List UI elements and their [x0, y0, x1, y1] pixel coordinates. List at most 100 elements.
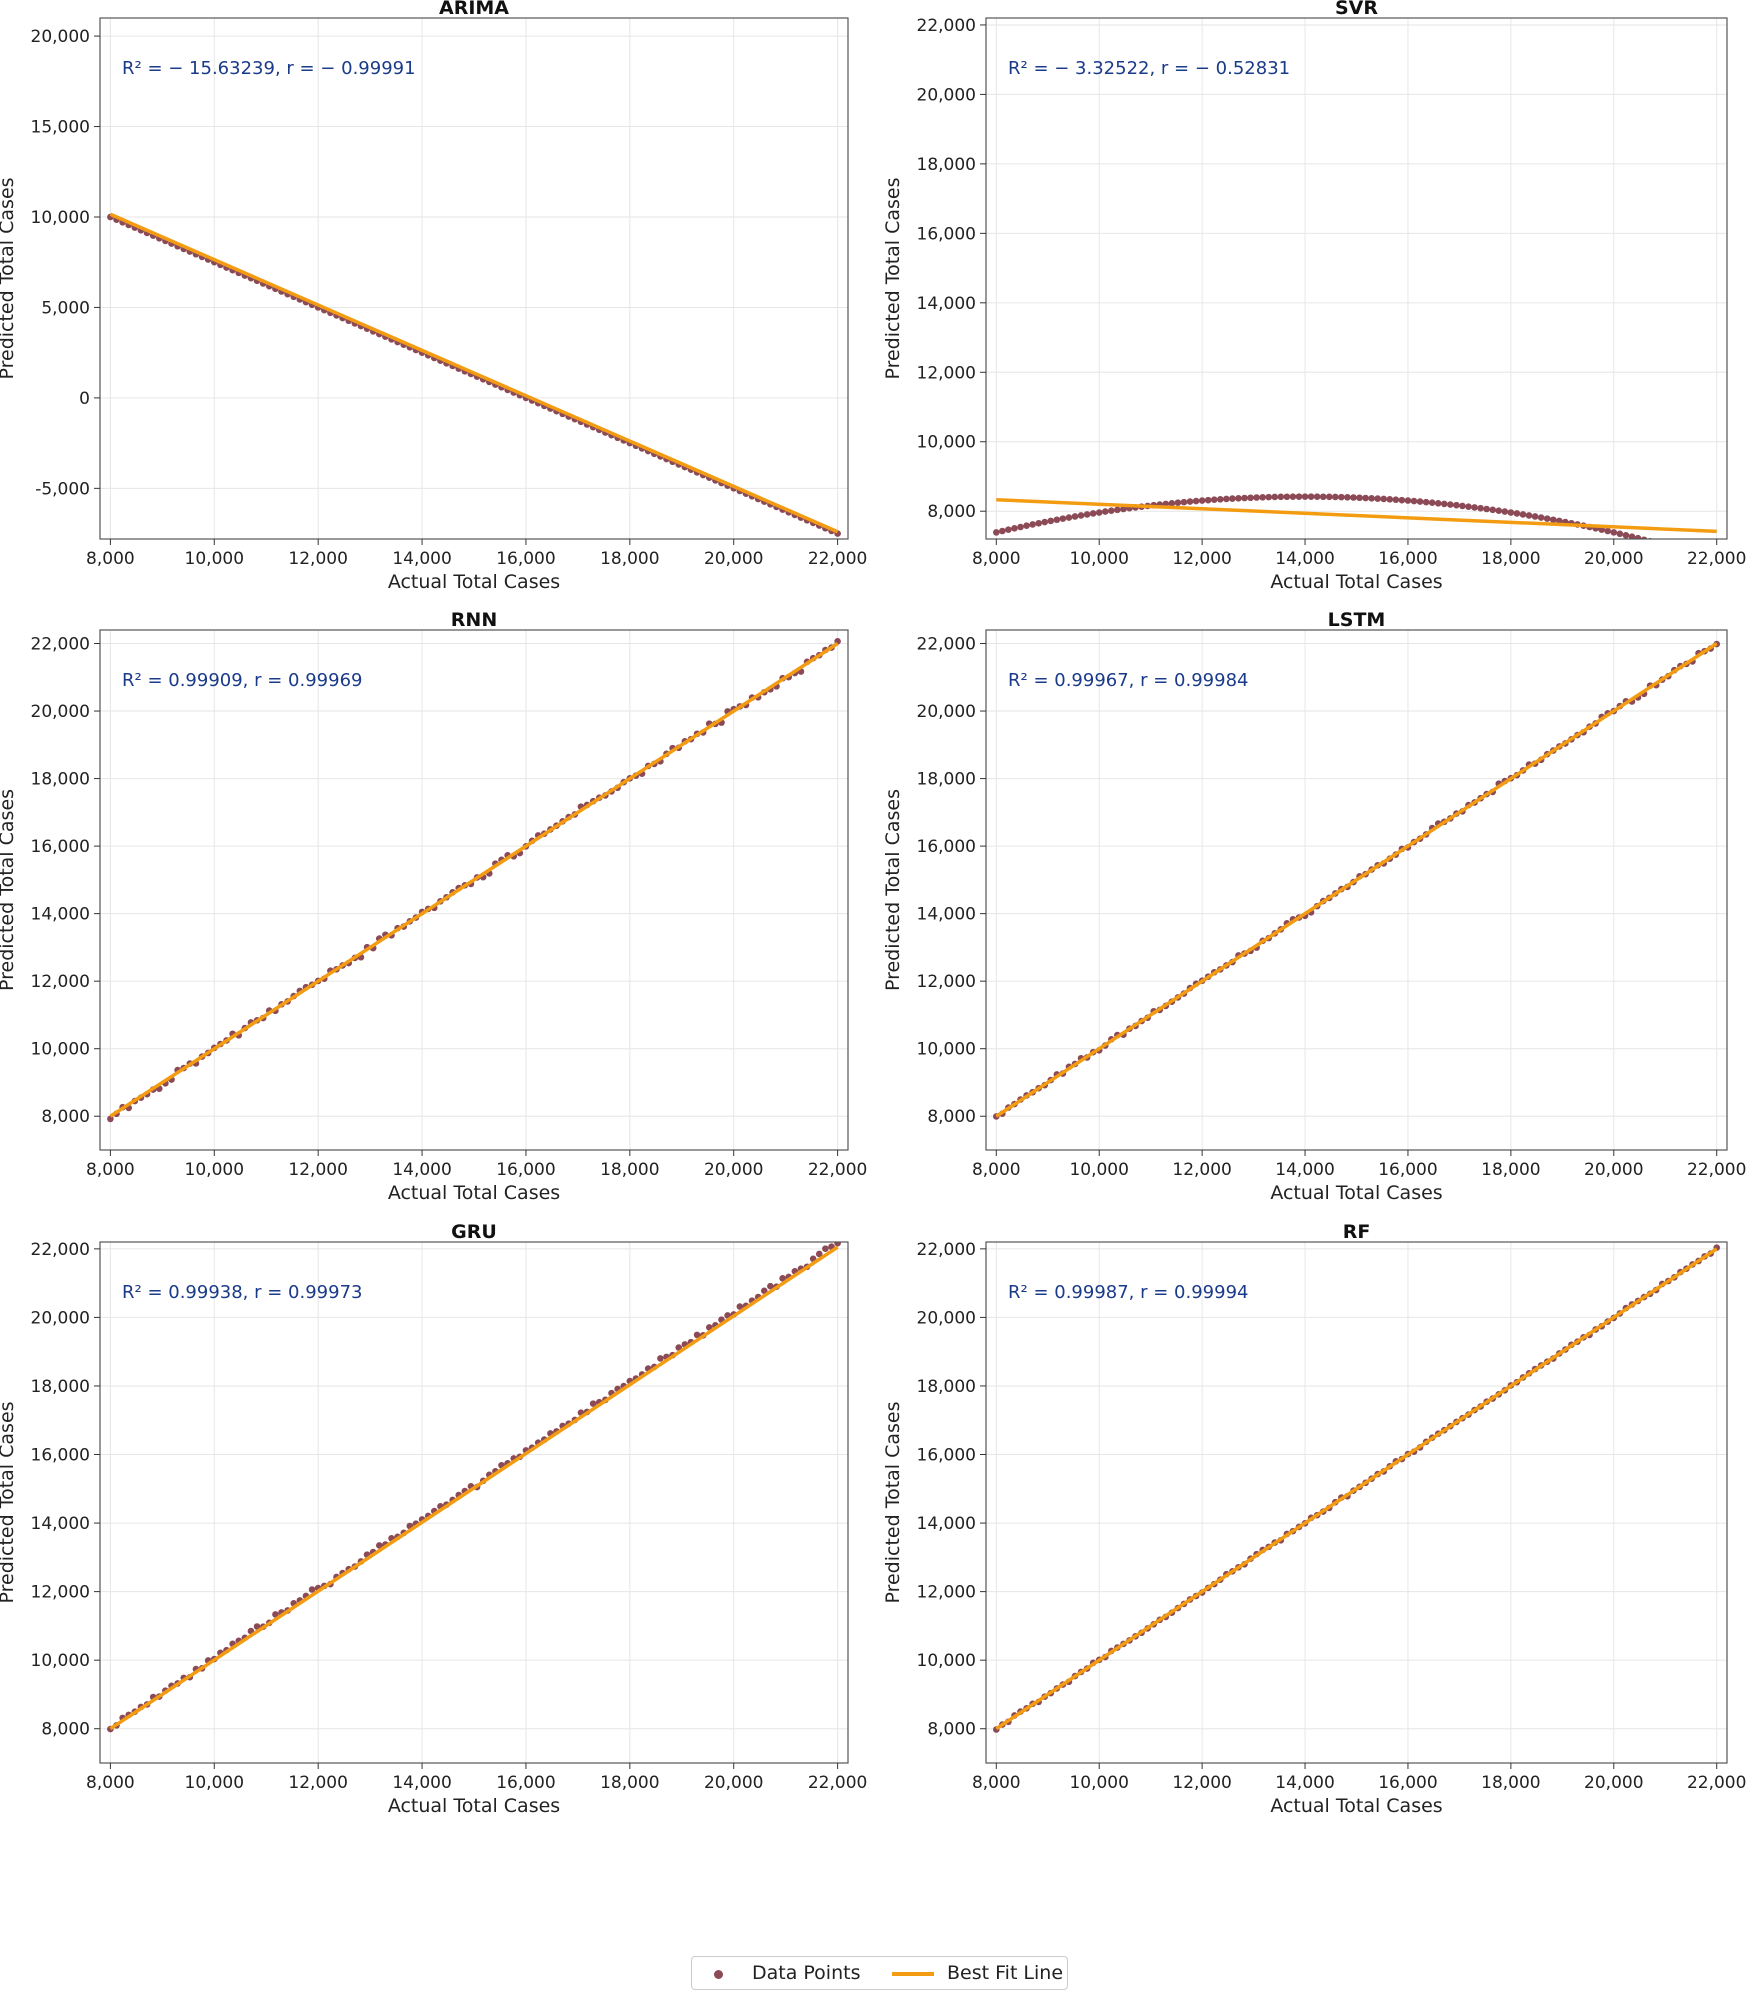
x-tick-label: 20,000 — [1584, 1773, 1643, 1793]
x-tick-label: 18,000 — [1481, 1160, 1540, 1180]
y-tick-label: 12,000 — [917, 972, 976, 992]
data-point — [1241, 494, 1248, 502]
y-tick-label: 18,000 — [31, 1377, 90, 1397]
data-point — [1471, 504, 1478, 511]
x-tick-label: 16,000 — [496, 1773, 555, 1793]
x-tick-label: 16,000 — [496, 1160, 555, 1180]
y-tick-label: 16,000 — [917, 837, 976, 857]
data-point — [1265, 493, 1273, 501]
x-tick-label: 22,000 — [1687, 549, 1746, 569]
data-point — [1325, 493, 1333, 501]
x-tick-label: 8,000 — [972, 549, 1021, 569]
data-point — [1198, 497, 1206, 504]
axes-frame — [99, 629, 849, 1151]
legend-points-marker — [714, 1970, 723, 1979]
data-point — [1071, 513, 1079, 520]
data-point — [1622, 531, 1630, 539]
data-points — [992, 493, 1666, 548]
data-point — [1277, 493, 1285, 501]
data-point — [1120, 505, 1127, 513]
y-tick-label: -5,000 — [35, 479, 90, 499]
x-tick-label: 12,000 — [1172, 549, 1231, 569]
axes-frame — [99, 17, 849, 540]
data-point — [375, 1542, 383, 1549]
data-point — [760, 1287, 768, 1295]
x-tick-label: 20,000 — [1584, 549, 1643, 569]
data-point — [1543, 515, 1551, 522]
data-point — [1386, 496, 1394, 503]
data-point — [693, 1331, 701, 1339]
y-axis-label: Predicted Total Cases — [882, 789, 904, 991]
metrics-annotation: R² = 0.99909, r = 0.99969 — [122, 670, 363, 691]
panel-title: LSTM — [1328, 609, 1386, 631]
data-point — [1005, 526, 1012, 533]
y-axis-label: Predicted Total Cases — [882, 177, 904, 379]
data-point — [589, 1400, 597, 1407]
data-point — [1404, 497, 1412, 504]
data-point — [1410, 497, 1418, 505]
data-point — [736, 1303, 744, 1310]
data-point — [1659, 541, 1666, 548]
y-tick-label: 14,000 — [917, 1514, 976, 1534]
x-tick-label: 18,000 — [600, 1773, 659, 1793]
data-point — [1041, 518, 1049, 526]
y-tick-label: 10,000 — [917, 1651, 976, 1671]
x-tick-label: 16,000 — [496, 549, 555, 569]
data-point — [1477, 504, 1484, 512]
panel-rnn: 8,000 10,000 12,000 14,000 16,000 18,000 20,00… — [0, 609, 867, 1204]
data-point — [1368, 494, 1375, 502]
x-axis-label: Actual Total Cases — [1270, 571, 1442, 593]
y-tick-label: 18,000 — [31, 770, 90, 790]
data-point — [1453, 501, 1460, 509]
y-tick-label: 12,000 — [31, 972, 90, 992]
best-fit-line — [996, 498, 1717, 534]
y-tick-label: 10,000 — [917, 1040, 976, 1060]
data-point — [308, 1586, 316, 1593]
data-point — [1459, 502, 1466, 510]
data-point — [1235, 494, 1242, 502]
data-point — [1108, 507, 1115, 515]
data-point — [1610, 529, 1618, 536]
data-point — [1634, 534, 1642, 539]
y-axis-label: Predicted Total Cases — [882, 1401, 904, 1603]
data-point — [1023, 522, 1030, 530]
data-point — [1519, 511, 1527, 518]
metrics-annotation: R² = 0.99967, r = 0.99984 — [1008, 670, 1249, 691]
best-fit-line — [109, 212, 839, 534]
best-fit-line — [109, 642, 839, 1118]
x-tick-label: 12,000 — [1172, 1773, 1231, 1793]
data-point — [1065, 514, 1073, 521]
y-tick-label: 16,000 — [31, 837, 90, 857]
x-tick-label: 18,000 — [1481, 1773, 1540, 1793]
data-point — [1416, 498, 1424, 505]
x-tick-label: 16,000 — [1378, 549, 1437, 569]
data-point — [657, 1355, 664, 1362]
data-point — [1283, 493, 1291, 501]
y-tick-label: 14,000 — [917, 294, 976, 314]
y-tick-label: 20,000 — [31, 1308, 90, 1328]
data-point — [1374, 495, 1381, 502]
data-point — [1392, 496, 1400, 504]
x-tick-label: 8,000 — [86, 1160, 135, 1180]
y-tick-label: 22,000 — [917, 16, 976, 36]
x-tick-label: 14,000 — [392, 1160, 451, 1180]
y-tick-label: 15,000 — [31, 118, 90, 138]
data-point — [1301, 493, 1309, 500]
data-point — [1035, 519, 1042, 527]
x-tick-label: 22,000 — [808, 1773, 867, 1793]
data-point — [1507, 509, 1515, 516]
x-axis-label: Actual Total Cases — [388, 1795, 560, 1817]
data-point — [992, 529, 1000, 536]
data-point — [1350, 494, 1357, 501]
x-axis-label: Actual Total Cases — [388, 571, 560, 593]
y-tick-label: 8,000 — [41, 1720, 90, 1740]
y-tick-label: 16,000 — [917, 1446, 976, 1466]
data-point — [1362, 494, 1369, 502]
panel-title: RF — [1343, 1221, 1371, 1243]
data-point — [1319, 493, 1327, 501]
y-tick-label: 10,000 — [31, 1651, 90, 1671]
y-tick-label: 20,000 — [31, 702, 90, 722]
data-point — [1089, 510, 1097, 517]
y-tick-label: 20,000 — [917, 702, 976, 722]
